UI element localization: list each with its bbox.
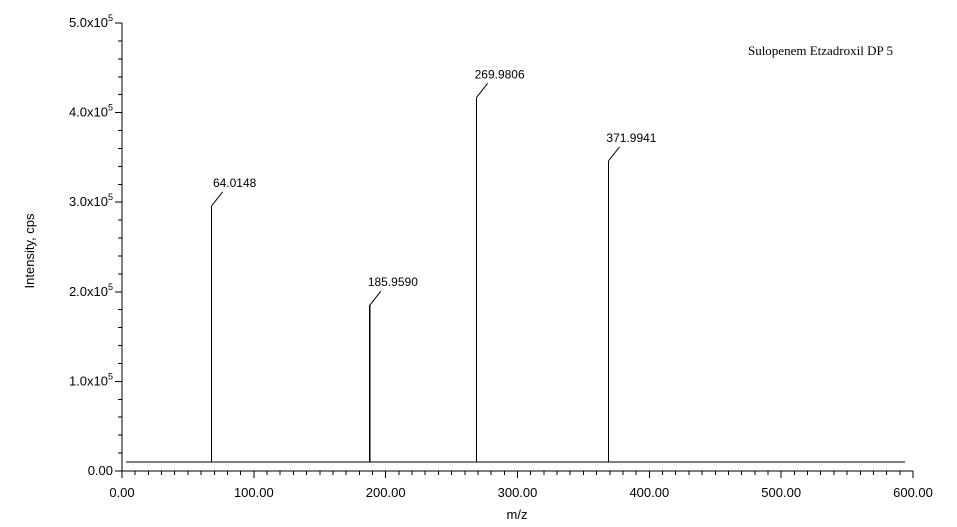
y-tick-exponent: 5 bbox=[108, 371, 113, 381]
x-tick-label: 300.00 bbox=[498, 485, 538, 500]
peak-label: 371.9941 bbox=[606, 131, 656, 145]
y-tick-exponent: 5 bbox=[108, 13, 113, 23]
y-tick-label: 4.0x105 bbox=[69, 103, 113, 120]
y-tick-label: 1.0x105 bbox=[69, 371, 113, 388]
y-tick-exponent: 5 bbox=[108, 282, 113, 292]
axes: 0.001.0x1052.0x1053.0x1054.0x1055.0x1050… bbox=[69, 13, 933, 500]
x-tick-label: 100.00 bbox=[234, 485, 274, 500]
peak-label: 269.9806 bbox=[475, 67, 525, 81]
y-axis-title: Intensity, cps bbox=[22, 213, 37, 288]
y-tick-label: 5.0x105 bbox=[69, 13, 113, 30]
x-tick-label: 600.00 bbox=[893, 485, 933, 500]
y-tick-mantissa: 0.00 bbox=[88, 463, 113, 478]
y-tick-mantissa: 4.0x10 bbox=[69, 105, 108, 120]
x-tick-label: 0.00 bbox=[109, 485, 134, 500]
y-tick-mantissa: 2.0x10 bbox=[69, 284, 108, 299]
x-tick-label: 500.00 bbox=[761, 485, 801, 500]
peak-leader-line bbox=[608, 146, 620, 162]
y-tick-label: 2.0x105 bbox=[69, 282, 113, 299]
x-axis-title: m/z bbox=[507, 507, 528, 522]
y-tick-mantissa: 5.0x10 bbox=[69, 15, 108, 30]
y-tick-mantissa: 3.0x10 bbox=[69, 194, 108, 209]
y-tick-mantissa: 1.0x10 bbox=[69, 373, 108, 388]
x-tick-label: 200.00 bbox=[366, 485, 406, 500]
y-tick-label: 0.00 bbox=[88, 463, 113, 478]
peak-label: 185.9590 bbox=[368, 275, 418, 289]
chart-title: Sulopenem Etzadroxil DP 5 bbox=[748, 43, 893, 58]
peak-leader-line bbox=[369, 290, 382, 306]
peak-leader-line bbox=[211, 191, 224, 207]
y-tick-label: 3.0x105 bbox=[69, 192, 113, 209]
peak-label: 64.0148 bbox=[213, 176, 257, 190]
y-tick-exponent: 5 bbox=[108, 103, 113, 113]
spectrum-peaks: 64.0148 185.9590 269.9806 371.9941 bbox=[126, 67, 905, 463]
y-tick-exponent: 5 bbox=[108, 192, 113, 202]
x-tick-label: 400.00 bbox=[629, 485, 669, 500]
peak-leader-line bbox=[476, 83, 489, 98]
